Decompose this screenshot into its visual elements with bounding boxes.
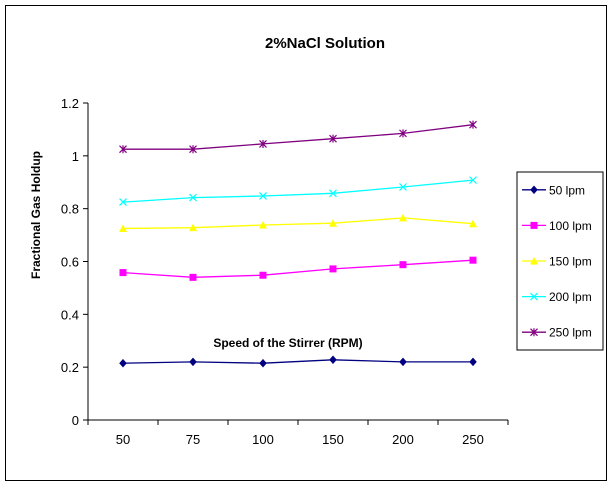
data-point	[119, 145, 127, 154]
chart-frame	[5, 5, 607, 481]
series-4	[119, 176, 477, 206]
series-5	[119, 120, 477, 154]
data-point	[259, 358, 267, 368]
x-tick-label: 150	[322, 432, 344, 447]
y-axis-title: Fractional Gas Holdup	[29, 151, 43, 279]
y-tick-label: 0	[72, 413, 79, 428]
x-tick-label: 100	[252, 432, 274, 447]
data-point	[469, 357, 477, 367]
series-line	[123, 124, 474, 150]
legend-label: 250 lpm	[549, 326, 592, 340]
data-point	[189, 193, 197, 202]
data-point	[259, 192, 267, 200]
series-line	[122, 179, 474, 203]
series-2	[119, 256, 477, 281]
y-tick-label: 0.8	[61, 202, 79, 217]
data-point	[189, 357, 197, 367]
data-point	[399, 183, 407, 191]
data-point	[329, 355, 337, 365]
data-point	[119, 224, 127, 232]
data-point	[469, 256, 477, 264]
x-tick-label: 250	[462, 432, 484, 447]
data-point	[469, 176, 477, 185]
data-point	[119, 269, 127, 277]
x-tick-label: 50	[116, 432, 130, 447]
legend-marker	[530, 292, 538, 301]
data-point	[399, 213, 407, 222]
x-axis-title: Speed of the Stirrer (RPM)	[213, 336, 362, 350]
data-point	[329, 265, 337, 273]
data-point	[189, 273, 197, 281]
data-point	[399, 129, 407, 138]
data-point	[399, 357, 407, 367]
data-point	[399, 261, 407, 269]
legend-marker	[530, 328, 538, 337]
legend-label: 50 lpm	[549, 183, 585, 197]
legend-item: 200 lpm	[522, 290, 592, 304]
legend-item: 50 lpm	[522, 183, 585, 197]
series-line	[122, 359, 473, 364]
data-point	[189, 145, 197, 154]
data-point	[259, 271, 267, 279]
x-tick-label: 75	[186, 432, 200, 447]
plot-area: 0 0.2 0.4 0.6 0.8 1 1.2 50 75 100 150 200 250	[61, 96, 509, 447]
y-tick-label: 0.2	[61, 360, 79, 375]
data-point	[189, 223, 197, 232]
chart-title: 2%NaCl Solution	[265, 35, 385, 52]
y-tick-label: 1	[72, 149, 79, 164]
y-tick-label: 1.2	[61, 96, 79, 111]
y-tick-label: 0.4	[61, 307, 79, 322]
data-point	[469, 120, 477, 129]
series-line	[122, 259, 474, 278]
data-point	[259, 221, 267, 229]
y-tick-label: 0.6	[61, 255, 79, 270]
legend-marker	[530, 185, 538, 195]
legend-marker	[530, 221, 538, 229]
data-point	[119, 198, 127, 206]
legend-item: 100 lpm	[522, 219, 592, 233]
data-point	[329, 219, 337, 227]
data-point	[259, 139, 267, 148]
legend-label: 150 lpm	[549, 255, 592, 269]
series-line	[122, 217, 474, 230]
data-point	[119, 358, 127, 368]
series-1	[119, 355, 477, 368]
series-3	[119, 213, 477, 232]
x-tick-label: 200	[392, 432, 414, 447]
legend-item: 250 lpm	[522, 326, 592, 340]
data-point	[329, 134, 337, 143]
data-point	[329, 189, 337, 198]
legend-label: 200 lpm	[549, 290, 592, 304]
legend: 50 lpm 100 lpm 150 lpm 200 lpm 250 lpm	[516, 171, 604, 351]
legend-label: 100 lpm	[549, 219, 592, 233]
legend-item: 150 lpm	[522, 255, 592, 269]
legend-marker	[530, 257, 538, 265]
data-point	[469, 219, 477, 228]
